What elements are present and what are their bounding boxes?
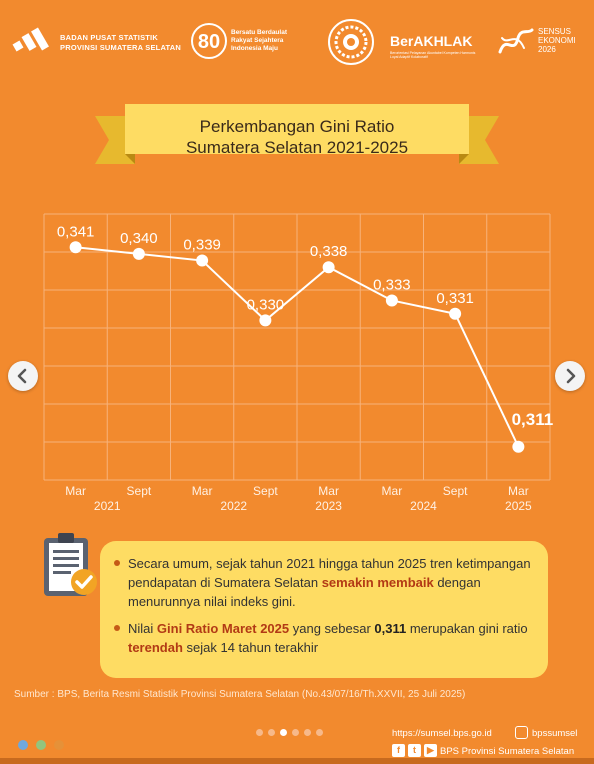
x-tick-label: Sept (127, 484, 152, 498)
bps-logo-text: BADAN PUSAT STATISTIK PROVINSI SUMATERA … (60, 33, 181, 53)
b1-text-c: dengan menurunnya nilai indeks gini. (128, 575, 481, 609)
twitter-icon[interactable]: t (408, 744, 421, 757)
berakhlak-tagline: Berorientasi Pelayanan Akuntabel Kompete… (390, 51, 476, 59)
x-tick-label: Mar (508, 484, 529, 498)
data-label: 0,331 (436, 290, 474, 307)
x-year-label: 2021 (94, 499, 121, 513)
info-banner: Secara umum, sejak tahun 2021 hingga tah… (100, 541, 548, 678)
title-line2: Sumatera Selatan 2021-2025 (185, 138, 409, 157)
hut-ri-80-text: Bersatu Berdaulat Rakyat Sejahtera Indon… (231, 29, 287, 53)
bullet-dot (114, 625, 120, 631)
instagram-handle[interactable]: bpssumsel (532, 728, 578, 739)
header-logos: BADAN PUSAT STATISTIK PROVINSI SUMATERA … (0, 0, 594, 80)
b80-line2: Rakyat Sejahtera (231, 37, 284, 44)
bps-line2: PROVINSI SUMATERA SELATAN (60, 43, 181, 52)
info-bullet-2-text: Nilai Gini Ratio Maret 2025 yang sebesar… (128, 619, 548, 657)
data-label: 0,340 (120, 230, 158, 247)
chevron-left-icon (17, 368, 27, 384)
carousel-dot[interactable] (268, 729, 275, 736)
chevron-right-icon (566, 368, 576, 384)
x-tick-label: Sept (253, 484, 278, 498)
data-label: 0,333 (373, 276, 411, 293)
data-point (69, 241, 82, 254)
series-line (75, 246, 520, 448)
x-tick-label: Mar (318, 484, 339, 498)
b80-number: 80 (198, 31, 220, 53)
carousel-indicator (256, 729, 336, 739)
b1-emphasis: semakin membaik (321, 575, 434, 590)
x-tick-label: Mar (192, 484, 213, 498)
b80-line1: Bersatu Berdaulat (231, 29, 287, 36)
data-label: 0,338 (310, 243, 348, 260)
b2-text-a: Nilai (128, 621, 157, 636)
data-point (196, 254, 209, 267)
carousel-dot[interactable] (316, 729, 323, 736)
b2-value: 0,311 (374, 621, 407, 636)
data-label: 0,341 (57, 223, 95, 240)
blue-dot-icon (18, 740, 28, 750)
bps-logo-icon (12, 27, 49, 52)
instagram-icon[interactable] (515, 726, 528, 739)
title-line1: Perkembangan Gini Ratio (199, 117, 395, 136)
x-year-label: 2025 (505, 499, 532, 513)
previous-slide-button[interactable] (8, 361, 38, 391)
next-slide-button[interactable] (555, 361, 585, 391)
b2-emphasis-lowest: terendah (128, 640, 183, 655)
carousel-dot[interactable] (292, 729, 299, 736)
orange-dot-icon (54, 740, 64, 750)
bps-line1: BADAN PUSAT STATISTIK (60, 33, 158, 42)
carousel-dot[interactable] (304, 729, 311, 736)
website-url[interactable]: https://sumsel.bps.go.id (392, 728, 492, 739)
green-dot-icon (36, 740, 46, 750)
youtube-icon[interactable]: ▶ (424, 744, 437, 757)
b2-text-c: yang sebesar (289, 621, 375, 636)
x-tick-label: Mar (382, 484, 403, 498)
info-bullet-1-text: Secara umum, sejak tahun 2021 hingga tah… (128, 554, 548, 611)
b2-emphasis-gini: Gini Ratio Maret 2025 (156, 621, 290, 636)
b2-text-e: merupakan gini ratio (406, 621, 528, 636)
sensus-line2: EKONOMI (538, 36, 576, 45)
x-year-label: 2022 (220, 499, 247, 513)
berakhlak-logo: BerAKHLAK (390, 33, 473, 49)
chart-title: Perkembangan Gini Ratio Sumatera Selatan… (125, 116, 469, 158)
sensus-ekonomi-logo-icon (498, 28, 534, 54)
data-label: 0,330 (247, 296, 285, 313)
data-point (385, 294, 398, 307)
sensus-ekonomi-text: SENSUS EKONOMI 2026 (538, 27, 576, 54)
data-point (449, 307, 462, 320)
data-label: 0,311 (512, 410, 554, 429)
sensus-line3: 2026 (538, 45, 556, 54)
hut-ri-80-logo-icon: 80 (191, 23, 227, 59)
data-label: 0,339 (183, 237, 221, 254)
carousel-dot[interactable] (280, 729, 287, 736)
social-account-name: BPS Provinsi Sumatera Selatan (440, 746, 575, 757)
facebook-icon[interactable]: f (392, 744, 405, 757)
x-tick-label: Sept (443, 484, 468, 498)
b80-line3: Indonesia Maju (231, 45, 278, 52)
b1-text-a: Secara umum, sejak tahun 2021 hingga tah… (128, 556, 531, 590)
clipboard-check-icon (44, 533, 97, 596)
source-note: Sumber : BPS, Berita Resmi Statistik Pro… (14, 689, 466, 700)
b2-text-g: sejak 14 tahun terakhir (182, 640, 319, 655)
data-point (132, 247, 145, 260)
gini-line-chart: 0,341 0,340 0,339 0,330 0,338 0,333 0,331 0,311… (43, 213, 554, 513)
data-point (512, 440, 525, 453)
bottom-strip (0, 758, 594, 764)
data-point (322, 261, 335, 274)
sensus-line1: SENSUS (538, 27, 571, 36)
x-year-label: 2023 (315, 499, 342, 513)
bullet-dot (114, 560, 120, 566)
x-tick-label: Mar (65, 484, 86, 498)
carousel-dot[interactable] (256, 729, 263, 736)
anniversary-seal-icon (328, 19, 374, 65)
data-point (259, 314, 272, 327)
x-year-label: 2024 (410, 499, 437, 513)
title-ribbon (95, 104, 499, 164)
